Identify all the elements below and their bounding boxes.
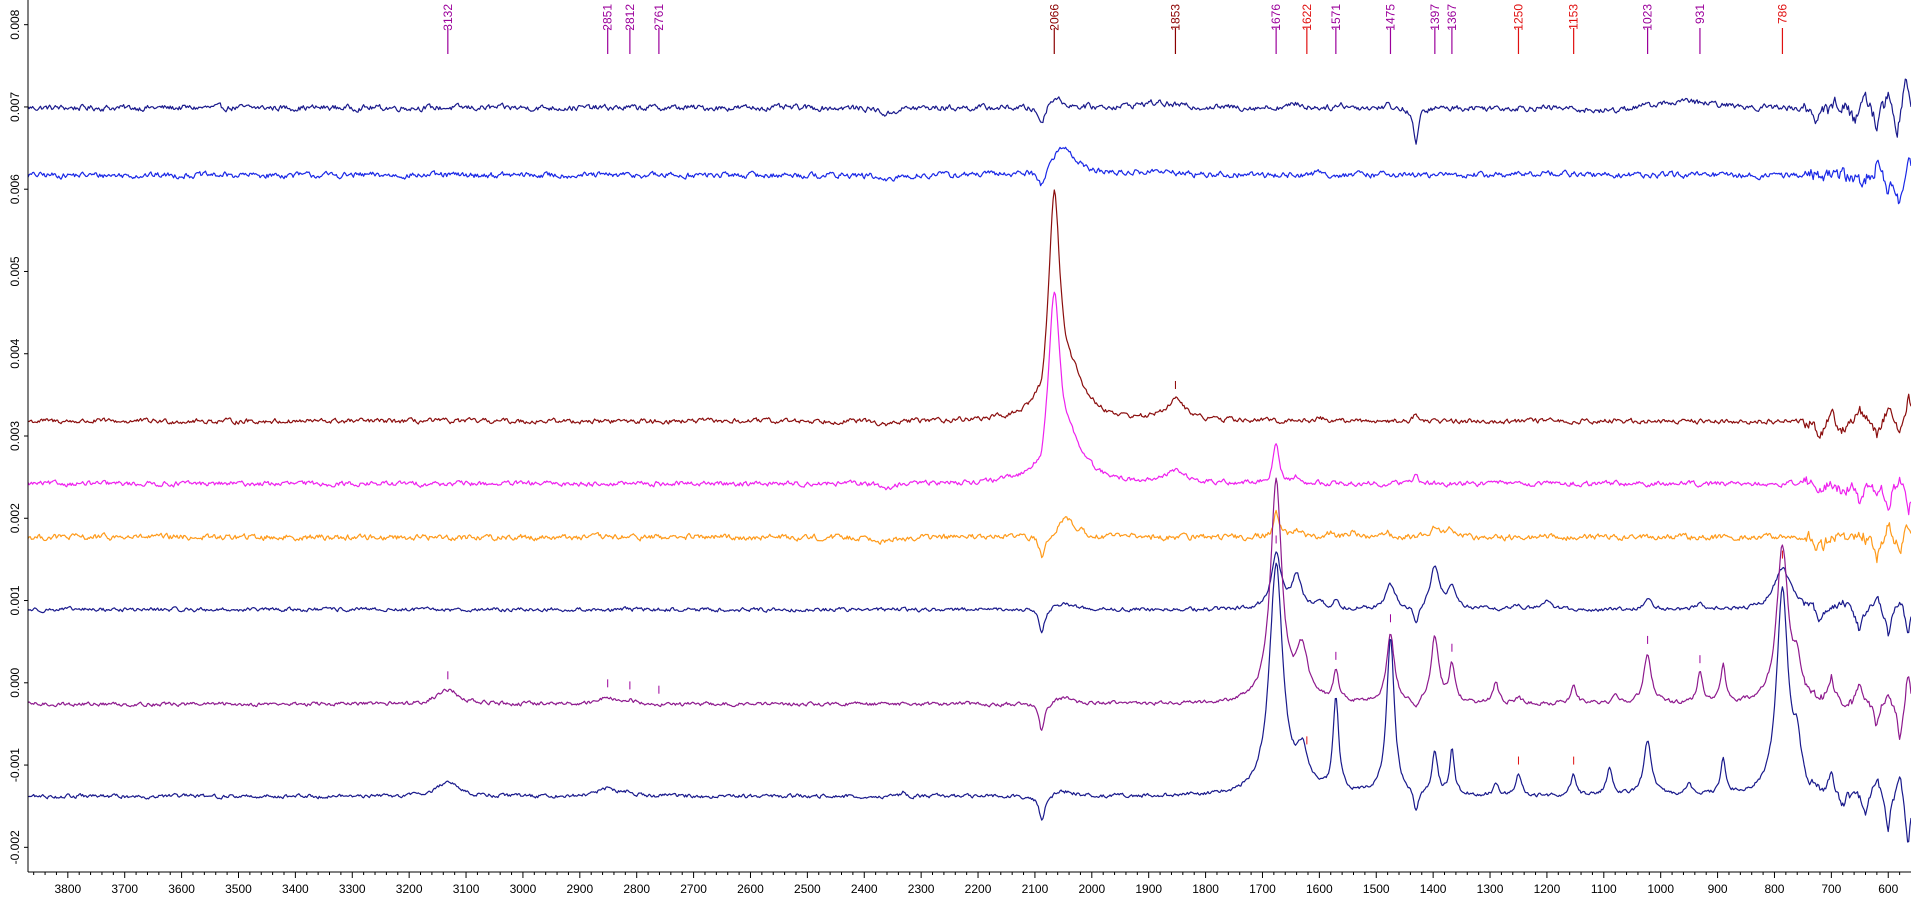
x-tick-label: 600	[1878, 882, 1898, 896]
peak-markers: 3132 2851 2812 2761 2066 1853 1676 1622 1571 1475…	[441, 4, 1789, 765]
peak-label: 1475	[1383, 4, 1397, 31]
x-tick-label: 3300	[339, 882, 366, 896]
x-tick-label: 2000	[1078, 882, 1105, 896]
y-tick-label: 0.001	[8, 585, 22, 615]
spectrum-trace	[27, 551, 1911, 637]
y-tick-label: 0.004	[8, 338, 22, 368]
peak-label: 1397	[1428, 4, 1442, 31]
x-tick-label: 800	[1764, 882, 1784, 896]
spectrum-trace	[27, 509, 1911, 564]
peak-label: 1250	[1511, 4, 1525, 31]
y-tick-label: 0.006	[8, 174, 22, 204]
spectrum-trace	[27, 477, 1911, 741]
x-tick-label: 1900	[1135, 882, 1162, 896]
x-tick-label: 2500	[794, 882, 821, 896]
peak-label: 931	[1693, 4, 1707, 24]
x-tick-label: 900	[1708, 882, 1728, 896]
x-tick-label: 3000	[510, 882, 537, 896]
x-tick-label: 1400	[1420, 882, 1447, 896]
series-traces	[27, 78, 1911, 843]
y-tick-label: 0.003	[8, 421, 22, 451]
spectrum-trace	[27, 562, 1911, 843]
spectrum-trace	[27, 189, 1911, 439]
y-tick-label: 0.007	[8, 92, 22, 122]
x-tick-label: 3200	[396, 882, 423, 896]
x-tick-label: 3500	[225, 882, 252, 896]
x-tick-label: 3600	[168, 882, 195, 896]
x-tick-label: 1200	[1534, 882, 1561, 896]
peak-label: 1622	[1300, 4, 1314, 31]
x-tick-label: 1600	[1306, 882, 1333, 896]
spectrum-trace	[27, 146, 1911, 205]
x-tick-label: 1500	[1363, 882, 1390, 896]
peak-label: 2761	[652, 4, 666, 31]
y-tick-label: 0.002	[8, 503, 22, 533]
y-tick-label: -0.002	[8, 830, 22, 864]
x-tick-label: 2700	[680, 882, 707, 896]
x-tick-label: 2900	[566, 882, 593, 896]
x-tick-label: 2600	[737, 882, 764, 896]
x-tick-label: 1800	[1192, 882, 1219, 896]
y-tick-label: 0.000	[8, 667, 22, 697]
peak-label: 2066	[1047, 4, 1061, 31]
spectrum-trace	[27, 291, 1911, 516]
x-tick-label: 1300	[1477, 882, 1504, 896]
peak-label: 1853	[1168, 4, 1182, 31]
x-tick-label: 700	[1821, 882, 1841, 896]
y-axis: 0.008 0.007 0.006 0.005 0.004 0.003 0.002 0.001…	[8, 0, 29, 872]
y-tick-label: 0.008	[8, 9, 22, 39]
x-tick-label: 1100	[1591, 882, 1617, 896]
x-axis: 3800 3700 3600 3500 3400 3300 3200 3100 3000 2900…	[28, 871, 1911, 896]
peak-label: 1676	[1269, 4, 1283, 31]
peak-label: 1023	[1641, 4, 1655, 31]
y-tick-label: -0.001	[8, 748, 22, 782]
peak-label: 1153	[1567, 4, 1581, 30]
x-tick-label: 2100	[1022, 882, 1049, 896]
peak-label: 1571	[1329, 4, 1343, 31]
peak-label: 786	[1775, 4, 1789, 24]
x-tick-label: 2300	[908, 882, 935, 896]
x-tick-label: 3700	[111, 882, 138, 896]
x-tick-label: 3400	[282, 882, 309, 896]
x-tick-label: 1000	[1647, 882, 1674, 896]
spectrum-trace	[27, 78, 1911, 145]
y-tick-label: 0.005	[8, 256, 22, 286]
x-tick-label: 3800	[54, 882, 81, 896]
x-tick-label: 3100	[453, 882, 480, 896]
peak-label: 2812	[623, 4, 637, 31]
x-tick-label: 2400	[851, 882, 878, 896]
peak-label: 3132	[441, 4, 455, 31]
peak-label: 1367	[1445, 4, 1459, 31]
x-tick-label: 2800	[623, 882, 650, 896]
peak-label: 2851	[601, 4, 615, 31]
x-tick-label: 1700	[1249, 882, 1276, 896]
x-tick-label: 2200	[965, 882, 992, 896]
